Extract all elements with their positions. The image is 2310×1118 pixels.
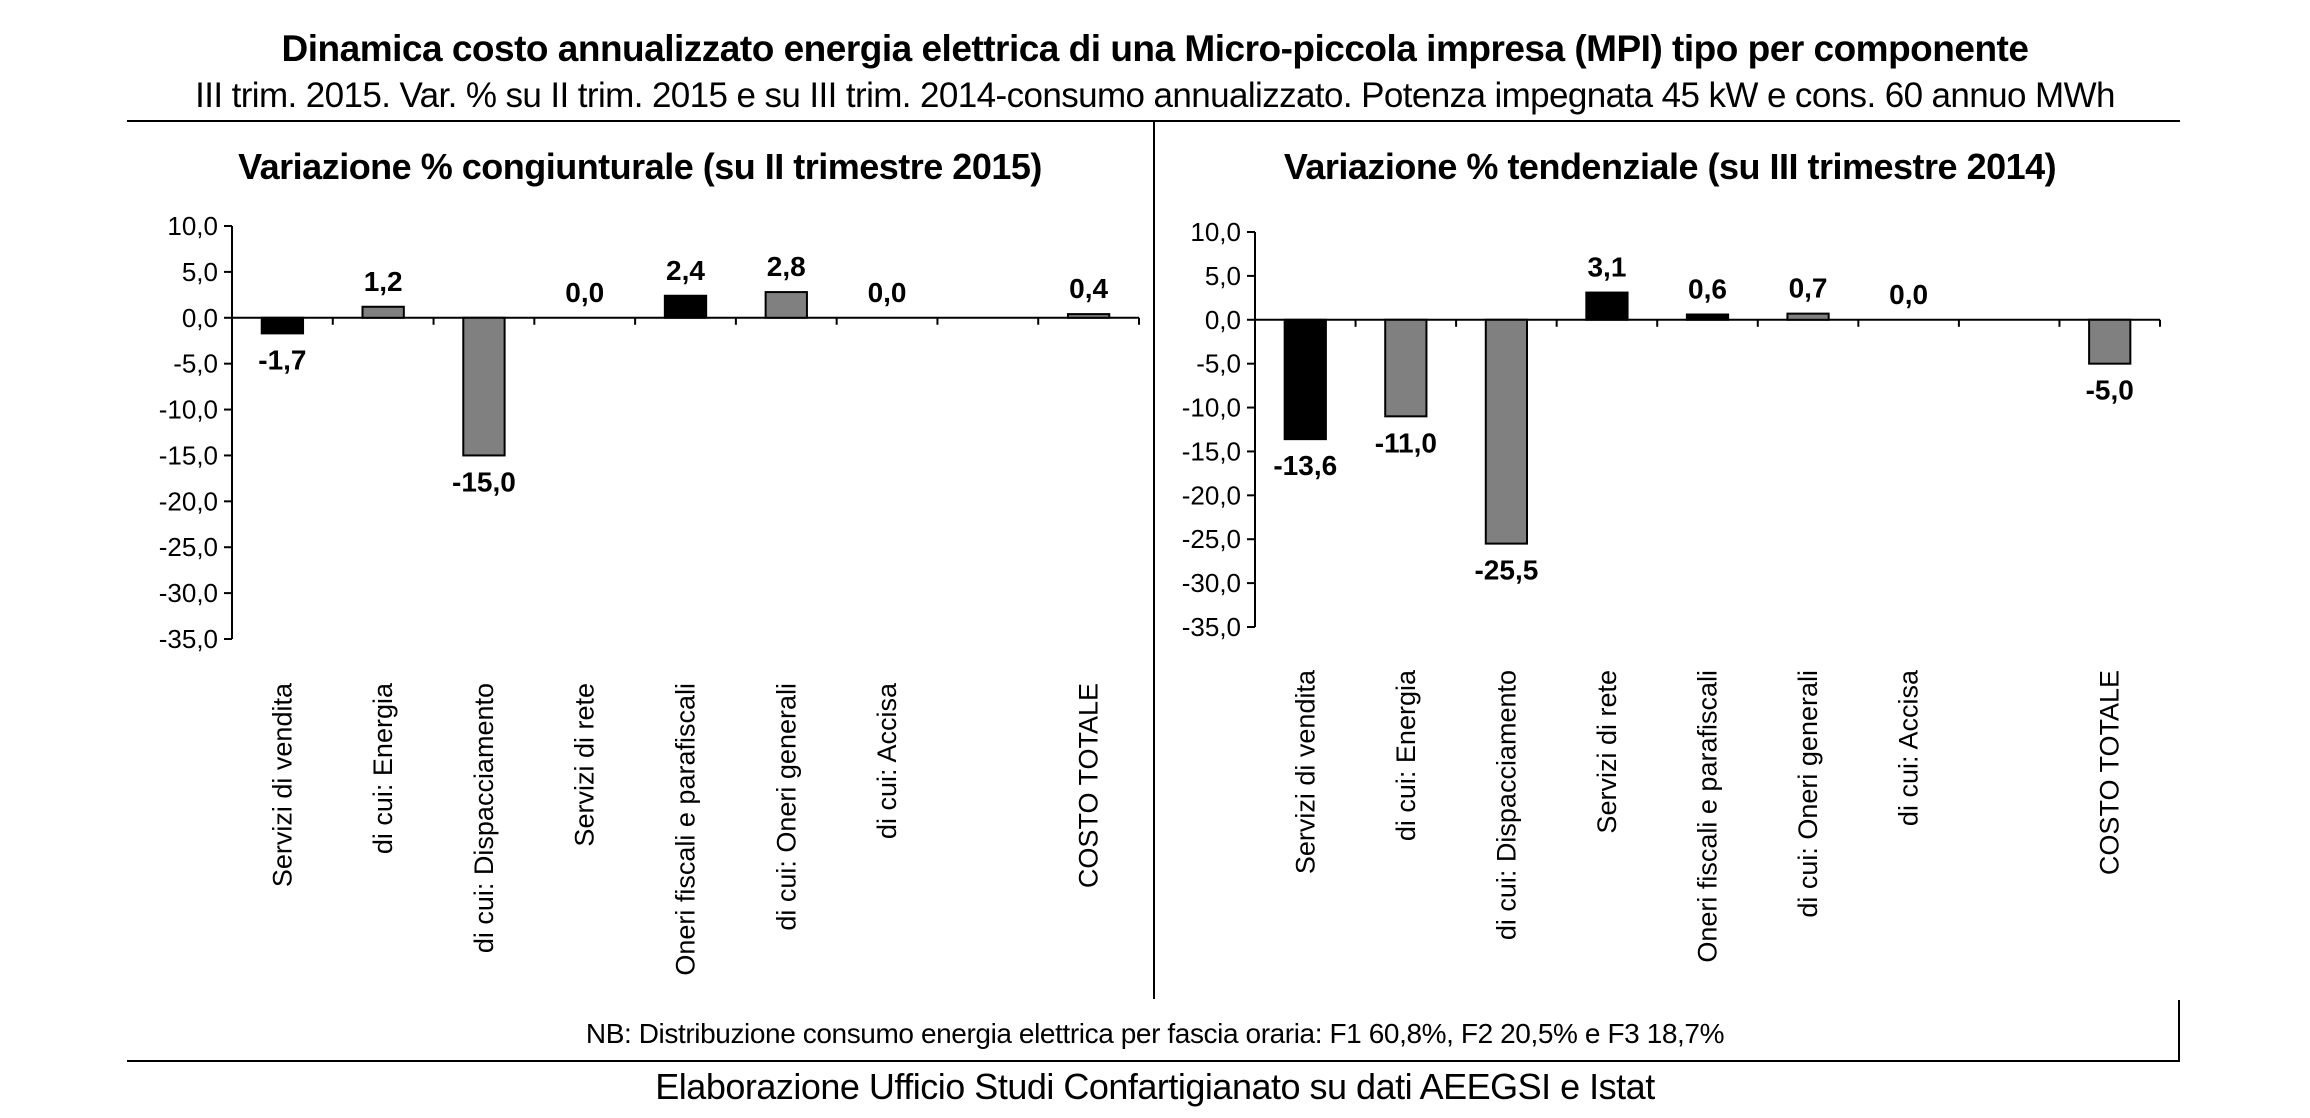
x-category-label: di cui: Oneri generali [771, 683, 801, 931]
bar [361, 305, 405, 319]
y-tick-label: -15,0 [1182, 436, 1241, 466]
y-tick-label: -20,0 [1182, 480, 1241, 510]
y-tick-label: -5,0 [173, 349, 218, 379]
bar [1685, 313, 1730, 321]
panel-divider [1153, 121, 1155, 999]
y-tick-label: -30,0 [159, 578, 218, 608]
data-label: 1,2 [364, 266, 403, 297]
x-category-label: COSTO TOTALE [2095, 670, 2125, 875]
x-category-label: Servizi di vendita [1290, 669, 1320, 874]
x-category-label: di cui: Accisa [872, 682, 902, 839]
data-label: -13,6 [1273, 450, 1337, 481]
y-tick-label: -5,0 [1196, 349, 1241, 379]
data-label: 0,0 [1889, 279, 1928, 310]
bar [764, 291, 808, 319]
bar [462, 316, 506, 457]
x-category-label: di cui: Accisa [1894, 669, 1924, 826]
y-tick-label: -10,0 [159, 395, 218, 425]
x-category-label: Oneri fiscali e parafiscali [1693, 670, 1723, 963]
y-tick-label: -25,0 [1182, 524, 1241, 554]
bar [2088, 318, 2132, 365]
x-category-label: Servizi di rete [1592, 670, 1622, 834]
x-category-label: di cui: Energia [368, 682, 398, 854]
x-category-label: di cui: Energia [1391, 669, 1421, 841]
frame-bottom-rule [127, 1060, 2180, 1062]
footnote: NB: Distribuzione consumo energia elettr… [585, 1018, 1725, 1049]
y-tick-label: 5,0 [182, 257, 218, 287]
y-tick-label: -10,0 [1182, 393, 1241, 423]
bar [1786, 312, 1830, 321]
data-label: 0,7 [1789, 273, 1828, 304]
data-label: -25,5 [1474, 555, 1538, 586]
y-tick-label: 0,0 [1205, 305, 1241, 335]
bar [1283, 318, 1327, 441]
bar [1384, 318, 1428, 418]
y-tick-label: -35,0 [159, 624, 218, 654]
data-label: 0,6 [1688, 274, 1727, 305]
data-label: 3,1 [1587, 252, 1626, 283]
y-tick-label: -15,0 [159, 440, 218, 470]
y-tick-label: 10,0 [167, 211, 218, 241]
x-category-label: COSTO TOTALE [1074, 683, 1104, 888]
y-tick-label: 5,0 [1205, 261, 1241, 291]
source-credit: Elaborazione Ufficio Studi Confartigiana… [655, 1066, 1655, 1107]
x-category-label: Servizi di rete [570, 683, 600, 847]
bar [1066, 313, 1111, 319]
y-tick-label: 0,0 [182, 303, 218, 333]
data-label: -15,0 [452, 466, 516, 497]
data-label: 0,4 [1069, 273, 1108, 304]
y-tick-label: -25,0 [159, 532, 218, 562]
y-tick-label: -35,0 [1182, 612, 1241, 642]
x-category-label: Servizi di vendita [267, 682, 297, 887]
data-label: 2,4 [666, 255, 705, 286]
data-label: -1,7 [258, 344, 306, 375]
y-tick-label: -30,0 [1182, 568, 1241, 598]
x-category-label: di cui: Dispacciamento [1491, 670, 1521, 940]
frame-right-rule [2178, 1000, 2180, 1061]
bar [1484, 318, 1529, 545]
x-category-label: di cui: Oneri generali [1793, 670, 1823, 918]
x-category-label: di cui: Dispacciamento [469, 683, 499, 953]
y-tick-label: 10,0 [1190, 217, 1241, 247]
chart-subtitle: III trim. 2015. Var. % su II trim. 2015 … [195, 76, 2115, 115]
panel-title-tendenziale: Variazione % tendenziale (su III trimest… [1283, 146, 2057, 187]
data-label: 2,8 [767, 251, 806, 282]
data-label: 0,0 [565, 277, 604, 308]
bar [1585, 291, 1629, 321]
data-label: 0,0 [868, 277, 907, 308]
data-label: -11,0 [1375, 427, 1437, 458]
panel-title-congiunturale: Variazione % congiunturale (su II trimes… [238, 146, 1042, 187]
y-tick-label: -20,0 [159, 486, 218, 516]
chart-main-title: Dinamica costo annualizzato energia elet… [281, 28, 2029, 69]
bar [663, 294, 708, 319]
data-label: -5,0 [2086, 375, 2134, 406]
bar [260, 316, 305, 335]
x-category-label: Oneri fiscali e parafiscali [671, 683, 701, 976]
